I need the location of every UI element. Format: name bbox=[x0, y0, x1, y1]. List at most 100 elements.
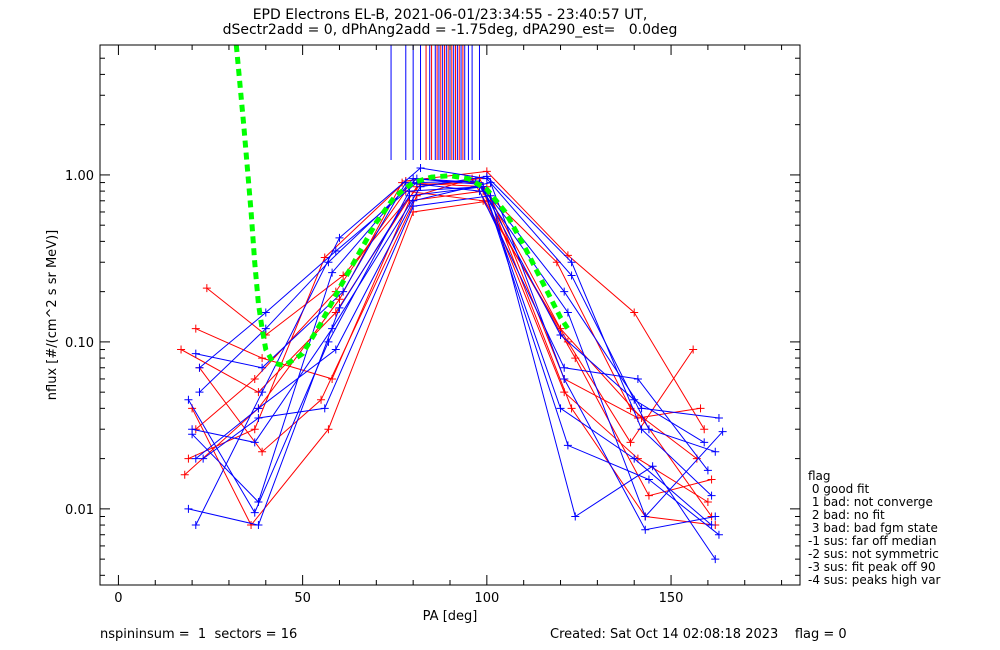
legend-item: 2 bad: no fit bbox=[808, 508, 885, 522]
y-tick-label: 0.01 bbox=[65, 503, 94, 518]
series-line bbox=[195, 182, 716, 531]
data-point-plus bbox=[250, 425, 259, 434]
data-point-plus bbox=[711, 555, 720, 564]
data-point-plus bbox=[633, 374, 642, 383]
data-point-plus bbox=[700, 425, 709, 434]
data-point-plus bbox=[331, 247, 340, 256]
legend-item: -4 sus: peaks high var bbox=[808, 573, 941, 587]
y-axis-label: nflux [#/(cm^2 s sr MeV)] bbox=[45, 230, 60, 400]
data-point-plus bbox=[188, 425, 197, 434]
x-tick-label: 0 bbox=[114, 591, 122, 606]
data-point-plus bbox=[191, 349, 200, 358]
data-point-plus bbox=[409, 196, 418, 205]
fit-curve bbox=[233, 45, 570, 369]
data-point-plus bbox=[258, 363, 267, 372]
data-point-plus bbox=[707, 475, 716, 484]
data-point-plus bbox=[630, 308, 639, 317]
data-point-plus bbox=[696, 404, 705, 413]
data-point-plus bbox=[714, 414, 723, 423]
data-point-plus bbox=[184, 395, 193, 404]
data-point-plus bbox=[250, 508, 259, 517]
data-point-plus bbox=[486, 178, 495, 187]
data-point-plus bbox=[331, 345, 340, 354]
legend-item: -3 sus: fit peak off 90 bbox=[808, 560, 936, 574]
data-point-plus bbox=[339, 287, 348, 296]
data-point-plus bbox=[258, 354, 267, 363]
data-point-plus bbox=[416, 182, 425, 191]
data-point-plus bbox=[630, 395, 639, 404]
data-point-plus bbox=[556, 330, 565, 339]
data-point-plus bbox=[258, 388, 267, 397]
data-point-plus bbox=[324, 337, 333, 346]
footer-created-info: Created: Sat Oct 14 02:08:18 2023 flag =… bbox=[550, 627, 847, 642]
data-point-plus bbox=[707, 491, 716, 500]
data-point-plus bbox=[567, 404, 576, 413]
series-line bbox=[195, 190, 694, 444]
data-point-plus bbox=[247, 521, 256, 530]
series-line bbox=[184, 182, 701, 476]
data-point-plus bbox=[648, 462, 657, 471]
data-point-plus bbox=[324, 425, 333, 434]
data-point-plus bbox=[320, 404, 329, 413]
data-point-plus bbox=[405, 191, 414, 200]
data-point-plus bbox=[184, 504, 193, 513]
data-point-plus bbox=[560, 374, 569, 383]
data-point-plus bbox=[718, 427, 727, 436]
data-point-plus bbox=[254, 414, 263, 423]
data-point-plus bbox=[711, 447, 720, 456]
chart-title: EPD Electrons EL-B, 2021-06-01/23:34:55 … bbox=[252, 7, 648, 23]
y-tick-label: 0.10 bbox=[65, 336, 94, 351]
data-point-plus bbox=[184, 454, 193, 463]
data-point-plus bbox=[567, 271, 576, 280]
data-point-plus bbox=[560, 287, 569, 296]
data-point-plus bbox=[475, 187, 484, 196]
data-point-plus bbox=[563, 308, 572, 317]
data-point-plus bbox=[191, 324, 200, 333]
series-line bbox=[202, 195, 716, 560]
data-point-plus bbox=[563, 441, 572, 450]
data-point-plus bbox=[644, 425, 653, 434]
x-axis-label: PA [deg] bbox=[423, 609, 478, 624]
legend-item: -1 sus: far off median bbox=[808, 534, 937, 548]
data-point-plus bbox=[641, 512, 650, 521]
data-point-plus bbox=[328, 268, 337, 277]
series-line bbox=[191, 175, 712, 497]
data-point-plus bbox=[250, 374, 259, 383]
data-point-plus bbox=[637, 425, 646, 434]
series-line bbox=[199, 178, 712, 497]
data-point-plus bbox=[258, 447, 267, 456]
data-point-plus bbox=[689, 345, 698, 354]
data-point-plus bbox=[556, 404, 565, 413]
data-point-plus bbox=[482, 172, 491, 181]
legend-item: 1 bad: not converge bbox=[808, 495, 933, 509]
series-line bbox=[199, 180, 723, 518]
x-tick-label: 150 bbox=[659, 591, 684, 606]
series-line bbox=[180, 178, 713, 517]
data-point-plus bbox=[700, 438, 709, 447]
data-point-plus bbox=[191, 454, 200, 463]
data-point-plus bbox=[254, 404, 263, 413]
data-point-plus bbox=[711, 512, 720, 521]
series-line bbox=[206, 182, 698, 459]
data-point-plus bbox=[195, 388, 204, 397]
data-point-plus bbox=[261, 324, 270, 333]
data-point-plus bbox=[714, 530, 723, 539]
data-point-plus bbox=[644, 491, 653, 500]
series-line bbox=[195, 167, 716, 526]
data-point-plus bbox=[641, 525, 650, 534]
data-point-plus bbox=[254, 521, 263, 530]
data-point-plus bbox=[324, 258, 333, 267]
data-point-plus bbox=[195, 363, 204, 372]
x-tick-label: 50 bbox=[294, 591, 311, 606]
data-point-plus bbox=[707, 521, 716, 530]
series-line bbox=[195, 190, 709, 503]
data-point-plus bbox=[703, 466, 712, 475]
x-tick-label: 100 bbox=[474, 591, 499, 606]
data-point-plus bbox=[250, 438, 259, 447]
legend-item: 3 bad: bad fgm state bbox=[808, 521, 938, 535]
data-point-plus bbox=[416, 164, 425, 173]
data-point-plus bbox=[317, 395, 326, 404]
flag-legend: flag 0 good fit 1 bad: not converge 2 ba… bbox=[808, 470, 940, 587]
data-point-plus bbox=[335, 233, 344, 242]
